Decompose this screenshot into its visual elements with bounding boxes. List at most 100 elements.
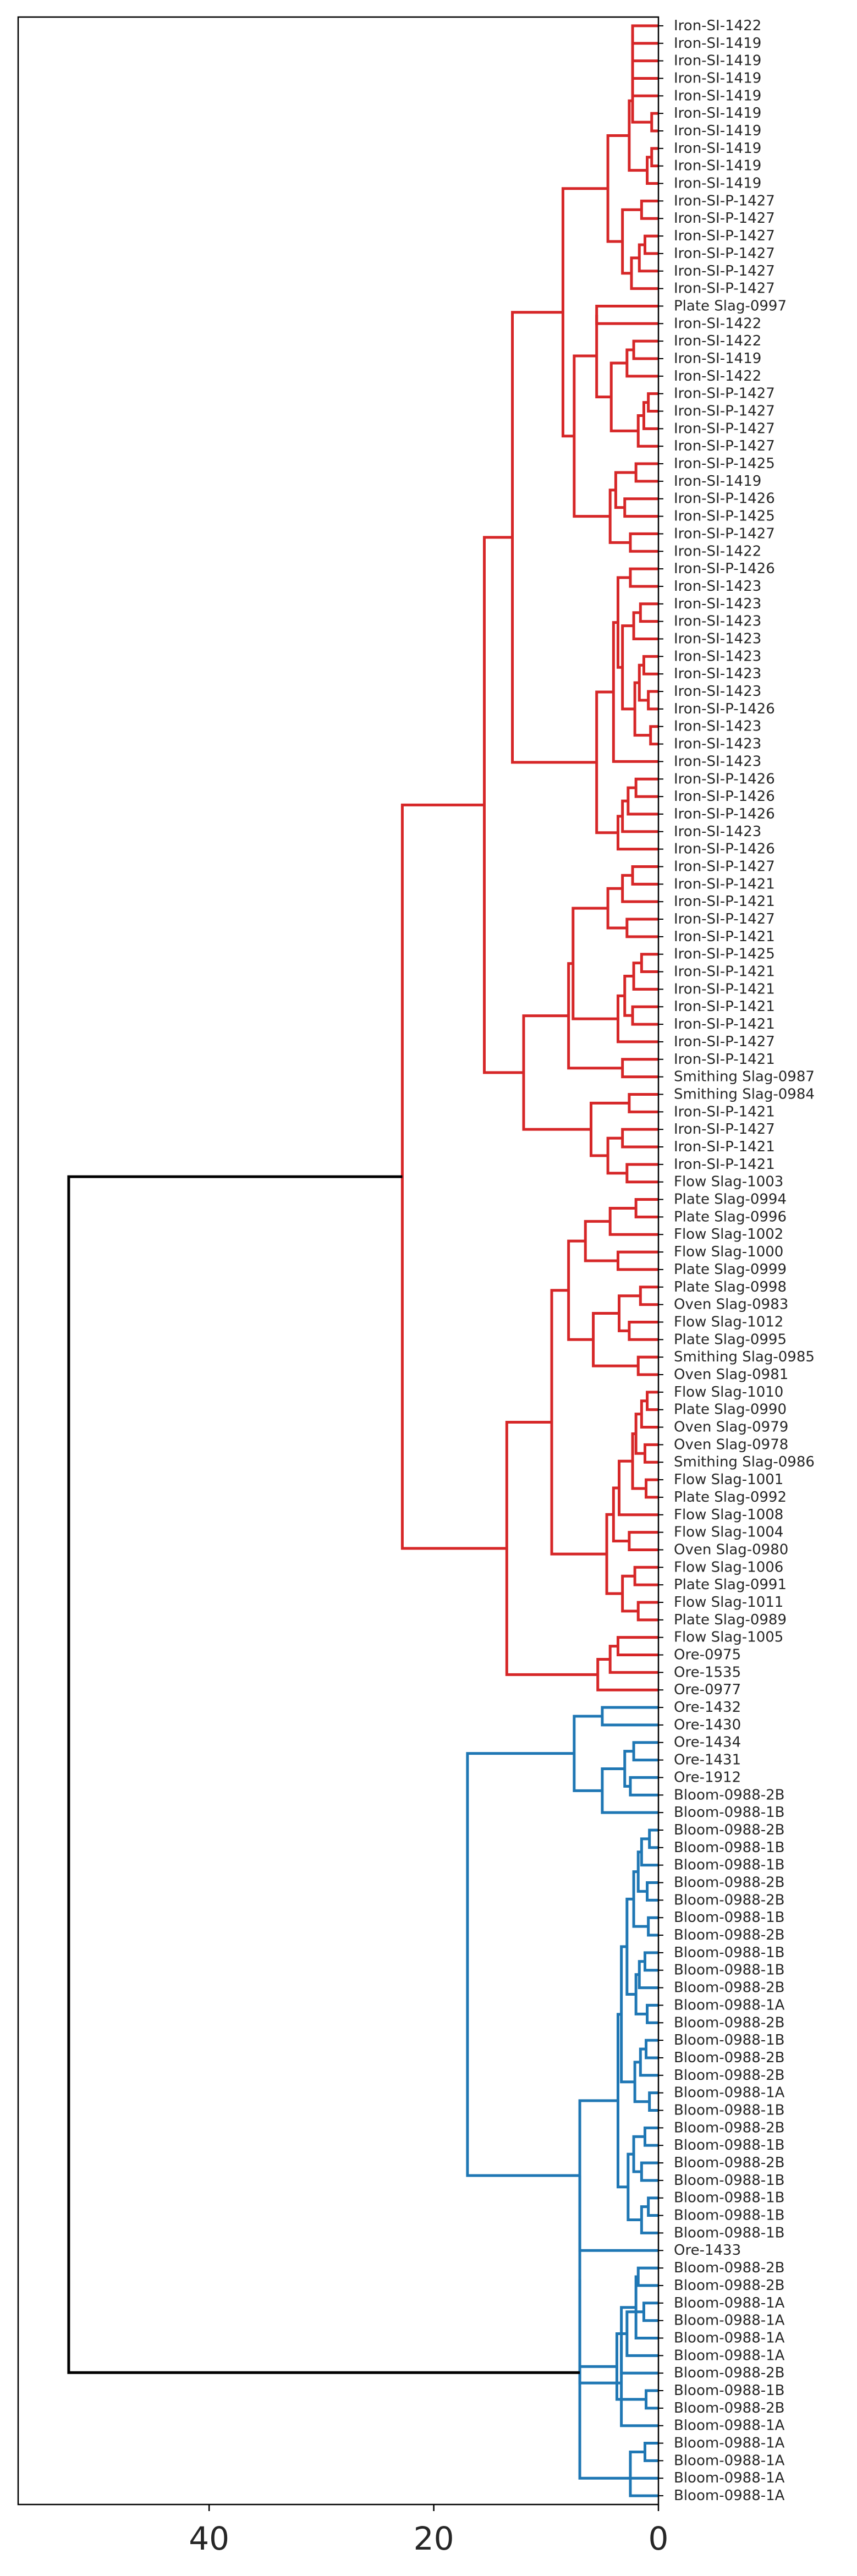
- dendrogram-link: [631, 865, 658, 886]
- leaf-label: Smithing Slag-0984: [674, 1086, 815, 1102]
- leaf-label: Bloom-0988-1A: [674, 2452, 785, 2469]
- leaf-label: Flow Slag-1005: [674, 1629, 783, 1646]
- leaf-label: Bloom-0988-1A: [674, 2470, 785, 2486]
- leaf-label: Iron-SI-P-1427: [674, 263, 775, 279]
- dendrogram-link: [621, 1128, 658, 1149]
- dendrogram-link: [640, 953, 658, 974]
- dendrogram-link: [578, 2279, 658, 2480]
- dendrogram-link: [505, 1420, 598, 1676]
- leaf-label: Plate Slag-0989: [674, 1612, 787, 1628]
- leaf-label: Iron-SI-1419: [674, 140, 761, 157]
- dendrogram-link: [640, 1837, 658, 1867]
- leaf-label: Iron-SI-P-1427: [674, 438, 775, 454]
- dendrogram-link: [649, 725, 658, 746]
- dendrogram-link: [645, 2039, 658, 2059]
- leaf-label: Flow Slag-1003: [674, 1174, 783, 1190]
- dendrogram-link: [609, 361, 639, 432]
- dendrogram-link: [592, 1312, 639, 1367]
- leaf-label: Bloom-0988-1A: [674, 2435, 785, 2452]
- leaf-label: Iron-SI-1423: [674, 753, 761, 770]
- dendrogram-link: [623, 975, 634, 1017]
- dendrogram-link: [634, 1198, 658, 1218]
- leaf-label: Iron-SI-P-1427: [674, 403, 775, 420]
- leaf-label: Iron-SI-P-1427: [674, 858, 775, 875]
- dendrogram-link: [596, 1657, 658, 1691]
- leaf-label: Iron-SI-1419: [674, 473, 761, 490]
- dendrogram-link: [636, 2266, 658, 2287]
- dendrogram-link: [634, 2275, 658, 2339]
- dendrogram-link: [642, 401, 658, 430]
- dendrogram-link: [634, 1973, 647, 2015]
- dendrogram-link: [632, 962, 658, 991]
- leaf-label: Iron-SI-1419: [674, 53, 761, 69]
- dendrogram-link: [612, 1486, 629, 1543]
- dendrogram-link: [482, 536, 524, 1074]
- leaf-label: Bloom-0988-1B: [674, 1962, 785, 1979]
- leaf-label: Bloom-0988-2B: [674, 2067, 785, 2084]
- leaf-label: Iron-SI-P-1427: [674, 1121, 775, 1138]
- dendrogram-link: [618, 1294, 641, 1332]
- leaf-label: Bloom-0988-1B: [674, 2172, 785, 2189]
- dendrogram-link: [616, 1636, 658, 1657]
- dendrogram-link: [636, 1355, 658, 1376]
- dendrogram-link: [642, 655, 658, 675]
- dendrogram-link: [646, 1391, 658, 1411]
- leaf-label: Iron-SI-P-1426: [674, 841, 775, 858]
- dendrogram-link: [647, 1916, 658, 1937]
- leaf-label: Iron-SI-1423: [674, 718, 761, 735]
- leaf-label: Bloom-0988-2B: [674, 2277, 785, 2294]
- x-axis-ticks: 40 20 0: [189, 2504, 668, 2557]
- leaf-label: Iron-SI-1422: [674, 368, 761, 385]
- leaf-label: Iron-SI-P-1421: [674, 893, 775, 910]
- leaf-label: Iron-SI-P-1426: [674, 561, 775, 577]
- dendrogram-link: [400, 803, 507, 1550]
- leaf-label: Plate Slag-0999: [674, 1261, 787, 1278]
- dendrogram-link: [623, 1750, 634, 1788]
- leaf-label: Iron-SI-1423: [674, 736, 761, 753]
- leaf-label: Bloom-0988-1B: [674, 2225, 785, 2241]
- dendrogram-link: [634, 462, 658, 483]
- leaf-label: Flow Slag-1012: [674, 1314, 783, 1330]
- leaf-label: Iron-SI-P-1421: [674, 964, 775, 980]
- dendrogram-link: [627, 786, 658, 816]
- leaf-label: Iron-SI-P-1426: [674, 806, 775, 822]
- dendrogram-link: [608, 1645, 658, 1674]
- leaf-label: Oven Slag-0979: [674, 1419, 788, 1436]
- leaf-label: Bloom-0988-1B: [674, 2207, 785, 2224]
- leaf-label: Iron-SI-1423: [674, 823, 761, 840]
- dendrogram-link: [621, 1058, 658, 1079]
- leaf-label: Bloom-0988-2B: [674, 2365, 785, 2381]
- dendrogram-link: [561, 187, 608, 438]
- leaf-label: Iron-SI-P-1426: [674, 491, 775, 507]
- leaf-label: Iron-SI-P-1426: [674, 788, 775, 805]
- dendrogram-link: [628, 99, 647, 172]
- dendrogram-link: [632, 1741, 658, 1762]
- dendrogram-link: [629, 1776, 658, 1797]
- leaf-label: Iron-SI-P-1421: [674, 876, 775, 892]
- leaf-label: Iron-SI-P-1427: [674, 1034, 775, 1050]
- dendrogram-link: [650, 147, 658, 168]
- leaf-label: Iron-SI-P-1421: [674, 981, 775, 997]
- dendrogram-link: [647, 2196, 658, 2217]
- dendrogram-link: [616, 2013, 628, 2189]
- x-tick-label: 20: [414, 2520, 454, 2557]
- leaf-label: Bloom-0988-1B: [674, 2137, 785, 2154]
- dendrogram-link: [567, 1239, 594, 1341]
- leaf-label: Iron-SI-1423: [674, 631, 761, 647]
- leaf-label: Bloom-0988-1A: [674, 2085, 785, 2101]
- dendrogram-link: [595, 315, 612, 399]
- leaf-label: Bloom-0988-1B: [674, 1857, 785, 1874]
- leaf-label: Iron-SI-1423: [674, 648, 761, 664]
- dendrogram-link: [550, 1289, 607, 1556]
- leaf-label: Iron-SI-1419: [674, 158, 761, 174]
- leaf-label: Flow Slag-1010: [674, 1384, 783, 1400]
- leaf-label: Iron-SI-P-1427: [674, 210, 775, 227]
- x-tick-label: 0: [649, 2520, 669, 2557]
- leaf-label: Iron-SI-P-1426: [674, 701, 775, 717]
- leaf-label: Bloom-0988-2B: [674, 1787, 785, 1803]
- leaf-label: Iron-SI-P-1427: [674, 245, 775, 262]
- dendrogram-link: [606, 134, 629, 243]
- dendrogram-link: [625, 918, 658, 938]
- leaf-label: Iron-SI-P-1427: [674, 193, 775, 209]
- leaf-label: Bloom-0988-1A: [674, 2330, 785, 2346]
